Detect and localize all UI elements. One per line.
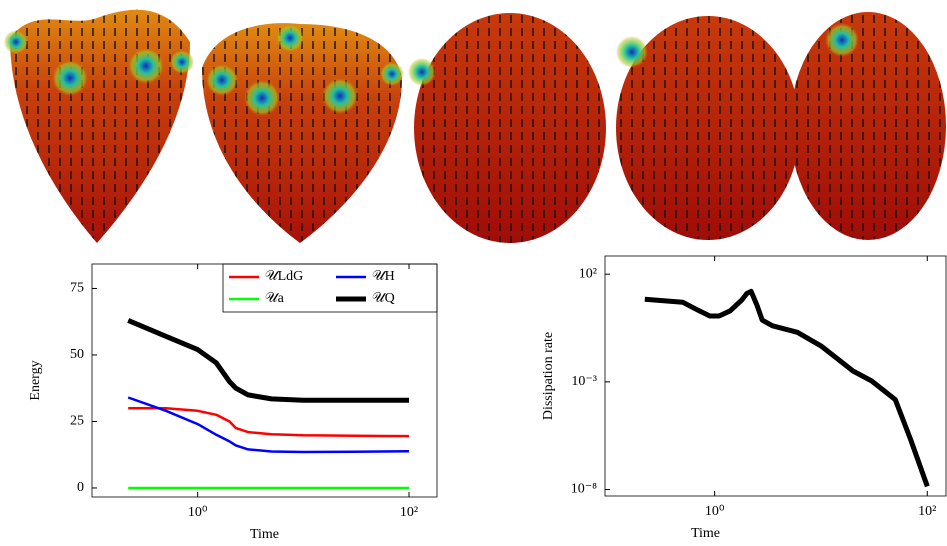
x-tick-label: 10⁰ — [188, 505, 208, 520]
y-tick-label: 50 — [70, 347, 84, 362]
defect — [408, 58, 436, 86]
defect — [825, 23, 859, 57]
y-tick-label: 10² — [579, 266, 597, 281]
x-tick-label: 10⁰ — [705, 504, 725, 519]
defect — [322, 78, 358, 114]
y-tick-label: 75 — [70, 281, 84, 296]
y-axis-label: Energy — [28, 360, 43, 400]
legend-label: 𝒰Q — [372, 291, 395, 306]
y-tick-label: 0 — [77, 480, 84, 495]
series-line — [644, 288, 930, 488]
y-axis-label: Dissipation rate — [541, 332, 556, 420]
defect — [52, 60, 88, 96]
y-tick-label: 25 — [70, 414, 84, 429]
defect — [170, 50, 194, 74]
director-field — [202, 23, 402, 243]
legend-box — [222, 263, 438, 313]
surface-renders — [4, 9, 946, 244]
legend-label: 𝒰H — [372, 269, 395, 284]
defect — [380, 62, 404, 86]
defect — [4, 30, 28, 54]
x-tick-label: 10² — [400, 505, 418, 520]
series-line — [127, 396, 410, 454]
defect — [244, 80, 280, 116]
defect — [616, 36, 648, 68]
director-field — [10, 9, 190, 244]
defect — [128, 48, 164, 84]
defect — [206, 64, 238, 96]
defect — [276, 24, 304, 52]
director-field — [414, 13, 606, 243]
y-tick-label: 10⁻³ — [571, 374, 597, 389]
x-axis-label: Time — [250, 527, 279, 542]
series-line — [128, 406, 410, 438]
director-field — [616, 16, 800, 240]
y-tick-label: 10⁻⁸ — [571, 482, 597, 497]
x-axis-label: Time — [691, 526, 720, 541]
series-line — [127, 318, 409, 403]
legend-label: 𝒰a — [265, 291, 285, 306]
legend-label: 𝒰LdG — [265, 269, 303, 284]
plot-frame — [604, 255, 947, 497]
director-field — [790, 12, 946, 240]
x-tick-label: 10² — [918, 504, 936, 519]
